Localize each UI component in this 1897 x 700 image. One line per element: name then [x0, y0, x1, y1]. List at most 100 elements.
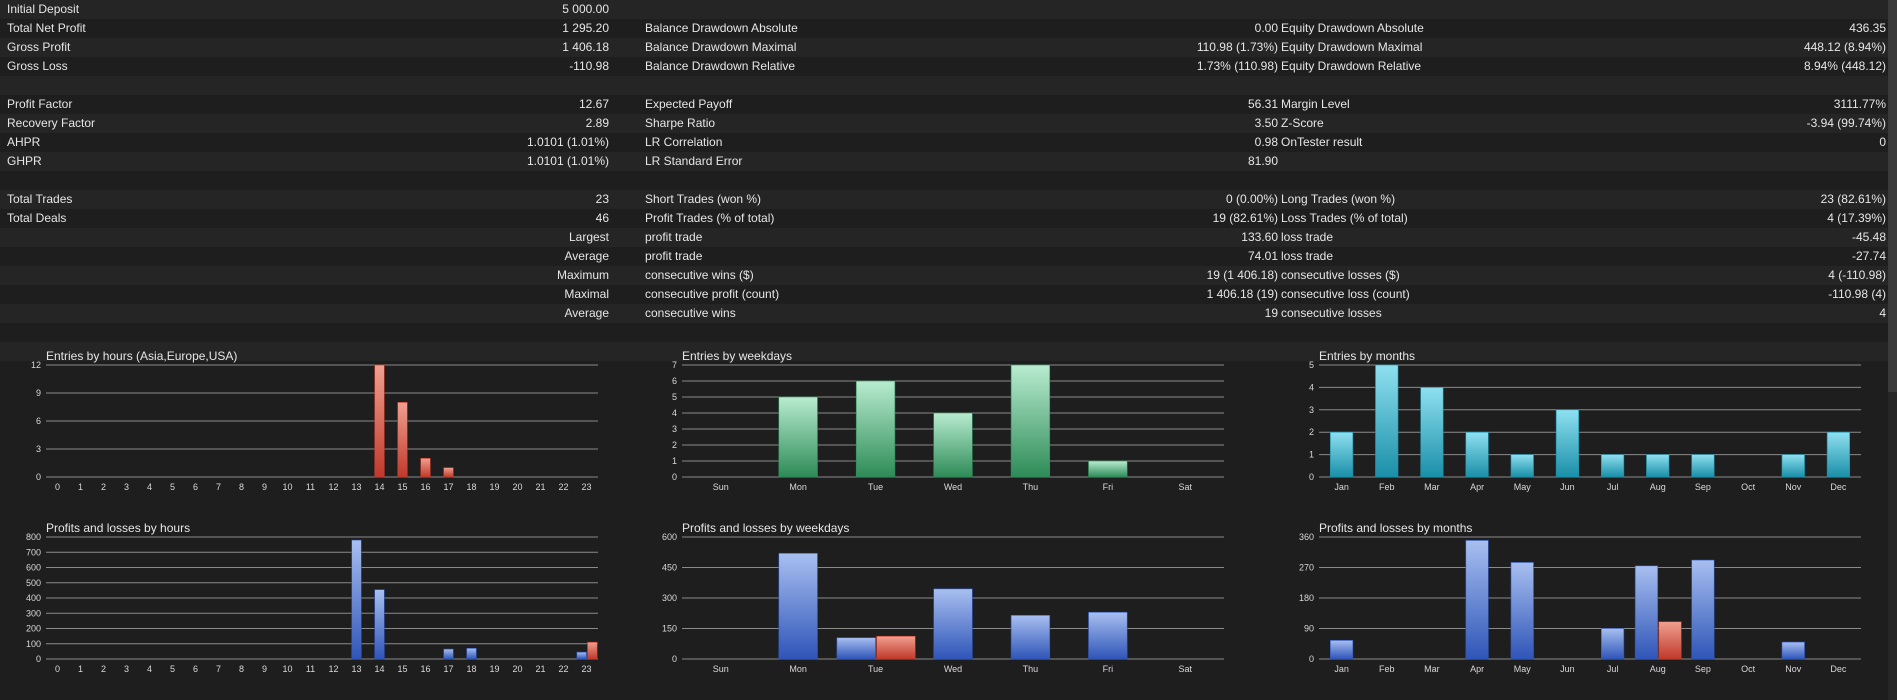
y-tick-label: 0 — [1309, 654, 1314, 664]
stat-value: 23 (82.61%) — [1820, 192, 1886, 206]
x-tick-label: Apr — [1470, 482, 1484, 492]
stat-label: Balance Drawdown Absolute — [645, 21, 798, 35]
x-tick-label: 21 — [535, 482, 545, 492]
chart-title: Profits and losses by hours — [46, 521, 191, 535]
stat-value: 436.35 — [1849, 21, 1886, 35]
x-tick-label: Aug — [1650, 664, 1666, 674]
x-tick-label: 12 — [328, 482, 338, 492]
stat-label: OnTester result — [1281, 135, 1363, 149]
x-tick-label: 14 — [374, 664, 384, 674]
x-tick-label: 10 — [282, 482, 292, 492]
y-tick-label: 90 — [1304, 624, 1314, 634]
stats-row: Total Trades 23 Short Trades (won %) 0 (0.0… — [0, 190, 1888, 209]
stat-label: consecutive loss (count) — [1281, 287, 1410, 301]
stat-value: 8.94% (448.12) — [1803, 59, 1886, 73]
y-tick-label: 400 — [26, 593, 41, 603]
y-tick-label: 6 — [36, 416, 41, 426]
x-tick-label: 7 — [216, 482, 221, 492]
stats-row: Average profit trade 74.01 loss trade -27.74 — [0, 247, 1888, 266]
y-tick-label: 7 — [672, 360, 677, 370]
stat-label: Long Trades (won %) — [1281, 192, 1396, 206]
y-tick-label: 2 — [1309, 427, 1314, 437]
stat-value: 110.98 (1.73%) — [1196, 40, 1278, 54]
bar-Tue — [876, 635, 916, 660]
bar-Nov — [1781, 641, 1805, 660]
stat-value: 19 (82.61%) — [1212, 211, 1278, 225]
x-tick-label: 3 — [124, 482, 129, 492]
stat-label: LR Correlation — [645, 135, 723, 149]
x-tick-label: 18 — [466, 482, 476, 492]
x-tick-label: Thu — [1023, 482, 1039, 492]
y-tick-label: 200 — [26, 624, 41, 634]
x-tick-label: Dec — [1830, 664, 1847, 674]
stat-label: Equity Drawdown Absolute — [1281, 21, 1424, 35]
bar-Jul — [1600, 628, 1625, 660]
stat-label: Sharpe Ratio — [645, 116, 716, 130]
x-tick-label: 12 — [328, 664, 338, 674]
x-tick-label: Jul — [1607, 664, 1619, 674]
x-tick-label: Tue — [868, 482, 883, 492]
stat-value: Maximal — [564, 287, 609, 301]
stat-value: 0.00 — [1254, 21, 1278, 35]
x-tick-label: 4 — [147, 482, 152, 492]
chart-entries-by-months: Entries by months 0 1 2 3 4 5 Jan Feb Mar Apr May Ju… — [1295, 349, 1865, 499]
x-tick-label: Jan — [1334, 482, 1349, 492]
x-tick-label: 16 — [420, 482, 430, 492]
x-tick-label: Aug — [1650, 482, 1666, 492]
x-tick-label: Sun — [713, 482, 729, 492]
x-tick-label: Nov — [1785, 664, 1802, 674]
stat-label: profit trade — [645, 249, 703, 263]
stats-row: Profit Factor 12.67 Expected Payoff 56.31 Ma… — [0, 95, 1888, 114]
bar-Wed — [933, 412, 973, 478]
stat-value: -110.98 — [569, 59, 609, 73]
x-tick-label: Wed — [944, 482, 962, 492]
bar-Feb — [1375, 364, 1399, 478]
bar-May — [1510, 454, 1534, 478]
y-tick-label: 600 — [662, 532, 677, 542]
bar-15 — [397, 402, 408, 478]
y-tick-label: 500 — [26, 578, 41, 588]
stat-value: 2.89 — [585, 116, 609, 130]
bar-Jun — [1555, 409, 1580, 478]
x-tick-label: 3 — [124, 664, 129, 674]
y-tick-label: 4 — [1309, 382, 1314, 392]
bar-Dec — [1826, 431, 1851, 478]
y-tick-label: 360 — [1299, 532, 1314, 542]
y-tick-label: 2 — [672, 440, 677, 450]
x-tick-label: Feb — [1379, 664, 1395, 674]
y-tick-label: 0 — [36, 654, 41, 664]
x-tick-label: 15 — [397, 482, 407, 492]
stats-row: Total Deals 46 Profit Trades (% of total) 1… — [0, 209, 1888, 228]
stat-value: -110.98 (4) — [1828, 287, 1886, 301]
scrollbar-thumb[interactable] — [1888, 0, 1897, 392]
bar-Aug — [1634, 565, 1659, 660]
bar-17 — [443, 467, 454, 478]
stats-row — [0, 76, 1888, 95]
x-tick-label: 16 — [420, 664, 430, 674]
x-tick-label: Dec — [1830, 482, 1847, 492]
bar-Thu — [1010, 614, 1051, 660]
x-tick-label: 22 — [558, 664, 568, 674]
x-tick-label: Sat — [1179, 664, 1193, 674]
stats-row: Maximal consecutive profit (count) 1 406.1… — [0, 285, 1888, 304]
stat-value: 4 (17.39%) — [1827, 211, 1886, 225]
x-tick-label: 6 — [193, 482, 198, 492]
stat-label: loss trade — [1281, 230, 1334, 244]
stat-label: Initial Deposit — [7, 2, 80, 16]
x-tick-label: May — [1514, 664, 1532, 674]
stat-value: 19 — [1264, 306, 1278, 320]
x-tick-label: Feb — [1379, 482, 1395, 492]
chart-profits-losses-by-weekdays: Profits and losses by weekdays 0 150 300 450… — [658, 521, 1228, 681]
stat-value: 56.31 — [1247, 97, 1278, 111]
x-tick-label: 17 — [443, 482, 453, 492]
stat-value: 448.12 (8.94%) — [1803, 40, 1886, 54]
stats-row: GHPR 1.0101 (1.01%) LR Standard Error 81.90 — [0, 152, 1888, 171]
stat-label: Loss Trades (% of total) — [1281, 211, 1408, 225]
stat-value: 3.50 — [1254, 116, 1278, 130]
y-tick-label: 1 — [672, 456, 677, 466]
bar-Apr — [1465, 431, 1489, 478]
stat-label: consecutive losses — [1281, 306, 1382, 320]
y-tick-label: 3 — [672, 424, 677, 434]
stat-label: Expected Payoff — [645, 97, 733, 111]
